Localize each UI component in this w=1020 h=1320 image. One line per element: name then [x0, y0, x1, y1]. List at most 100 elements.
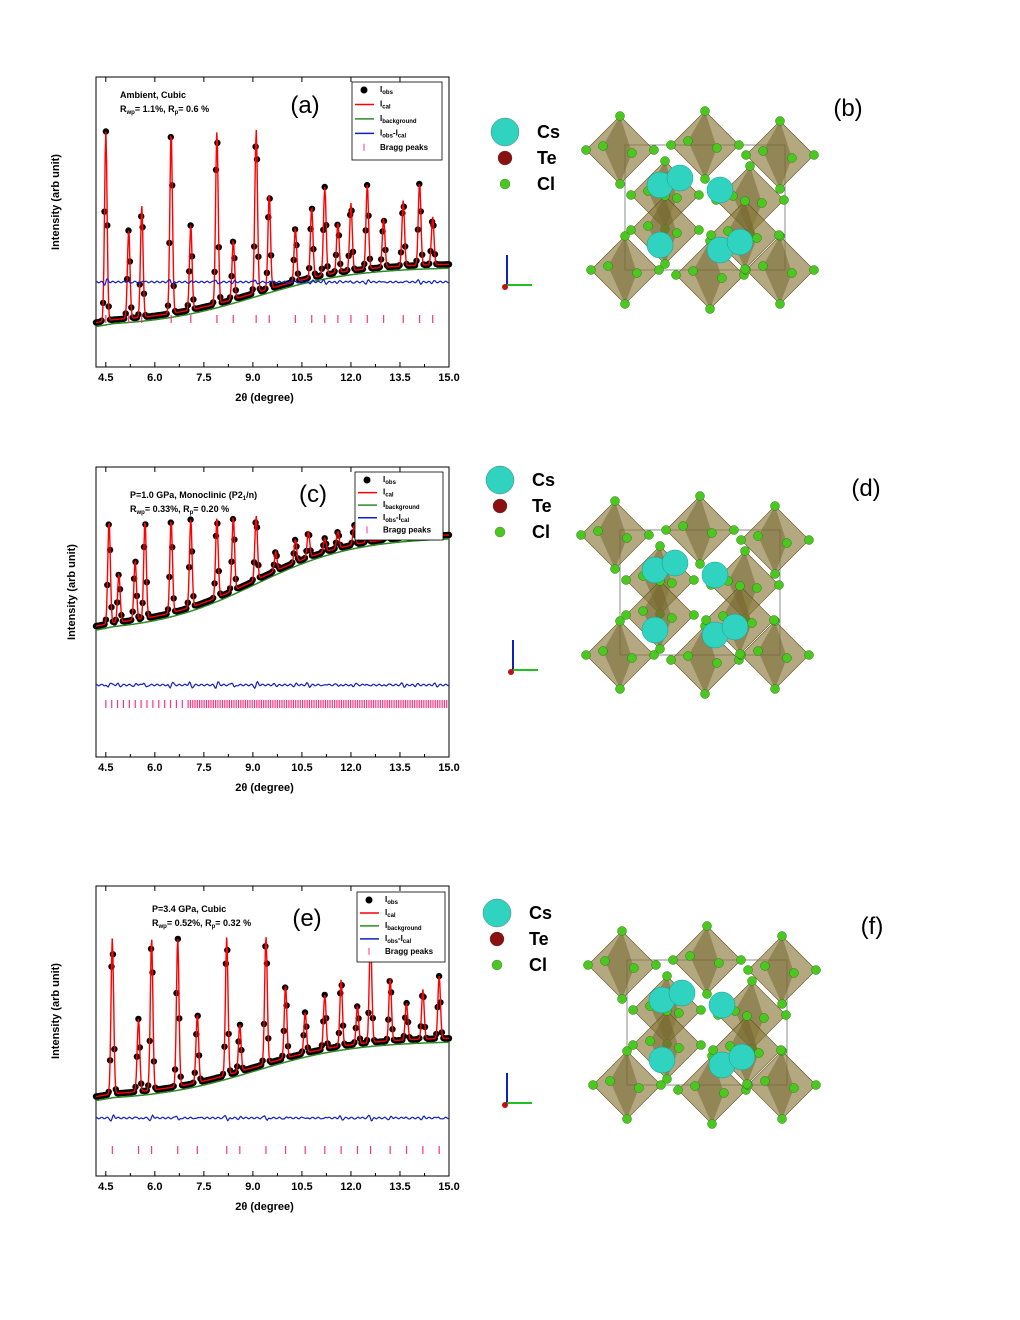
cs-atom [666, 164, 694, 192]
cl-atom [655, 644, 665, 654]
legend-I: I [385, 895, 387, 904]
atom-legend-label: Te [529, 929, 549, 949]
x-tick-label: 15.0 [438, 762, 459, 774]
legend-I: I [385, 934, 387, 943]
cl-atom [777, 1114, 787, 1124]
cl-atom [787, 153, 797, 163]
cl-atom [694, 190, 704, 200]
chart-panel-a: 4.5 6.0 7.5 9.0 10.5 12.0 13.5 15.0 2θ (degree) I… [50, 76, 532, 404]
octahedron-face [765, 936, 794, 1004]
cl-atom [729, 525, 739, 535]
cl-atom [615, 111, 625, 121]
cl-atom [742, 1011, 752, 1021]
cl-atom [753, 646, 763, 656]
legend-label: Iobs [383, 475, 397, 486]
cs-atom [706, 176, 734, 204]
legend-sub: cal [403, 939, 412, 945]
cl-atom [586, 265, 596, 275]
r-label: R [205, 918, 212, 928]
legend-label: Iobs-Ical [380, 128, 406, 139]
x-tick-label: 12.0 [340, 1181, 361, 1193]
legend-sub: background [385, 505, 420, 511]
cl-atom [707, 528, 717, 538]
r-label: R [130, 504, 137, 514]
cl-atom [743, 965, 753, 975]
octahedron-face [605, 931, 634, 999]
legend-sub: obs [382, 133, 393, 139]
cl-atom [628, 1040, 638, 1050]
x-tick-label: 7.5 [196, 762, 211, 774]
cl-atom [714, 958, 724, 968]
cl-atom [747, 976, 757, 986]
cl-atom [634, 1083, 644, 1093]
cl-atom [701, 615, 711, 625]
cl-atom [622, 533, 632, 543]
cl-atom [598, 646, 608, 656]
legend-label: Bragg peaks [383, 525, 432, 534]
atom-legend-label: Cs [537, 122, 560, 142]
cl-atom [774, 230, 784, 240]
difference-line [95, 680, 449, 690]
legend-obs-marker [363, 476, 371, 484]
cl-atom [760, 961, 770, 971]
cl-atom [700, 106, 710, 116]
cl-atom [643, 221, 653, 231]
octahedron-face [688, 111, 717, 179]
cl-atom [776, 1045, 786, 1055]
cs-atom [721, 613, 749, 641]
cl-atom [747, 618, 757, 628]
x-tick-label: 9.0 [245, 1181, 260, 1193]
legend-label: Iobs [380, 85, 394, 96]
cl-atom [660, 259, 670, 269]
legend-minus: -I [393, 128, 398, 137]
cl-atom [621, 575, 631, 585]
x-tick-label: 12.0 [340, 372, 361, 384]
cl-atom [736, 535, 746, 545]
cl-atom [735, 581, 745, 591]
cl-atom [740, 264, 750, 274]
cl-atom [708, 1045, 718, 1055]
legend-obs-marker [360, 86, 368, 94]
cl-atom [649, 145, 659, 155]
cl-atom [719, 1088, 729, 1098]
legend-sub: obs [385, 480, 396, 486]
difference-line [95, 1113, 449, 1122]
info-line-1: P=3.4 GPa, Cubic [152, 904, 226, 914]
x-axis-label: 2θ (degree) [235, 392, 294, 404]
cl-atom [666, 140, 676, 150]
cl-atom [707, 1119, 717, 1129]
cl-atom [702, 921, 712, 931]
cl-atom [600, 956, 610, 966]
cl-atom [777, 999, 787, 1009]
cs-atom [661, 549, 689, 577]
cl-atom [603, 261, 613, 271]
legend-box [356, 891, 446, 963]
cl-atom [757, 198, 767, 208]
octahedron-face [763, 121, 792, 189]
atom-legend-marker [482, 898, 512, 928]
legend-I: I [380, 99, 382, 108]
r-sub: p [175, 110, 179, 116]
cl-atom [660, 156, 670, 166]
cl-atom [674, 1043, 684, 1053]
octahedron-face [758, 621, 787, 689]
cs-atom [648, 1046, 676, 1074]
x-tick-label: 13.5 [389, 762, 410, 774]
atom-legend-label: Te [537, 148, 557, 168]
r-sub: p [190, 510, 194, 516]
cl-atom [649, 650, 659, 660]
cl-atom [735, 649, 745, 659]
legend-sub: obs [382, 90, 393, 96]
cl-atom [770, 569, 780, 579]
cl-atom [740, 196, 750, 206]
cl-atom [734, 140, 744, 150]
info-sub: 1 [243, 496, 247, 502]
cl-atom [775, 299, 785, 309]
legend-I: I [385, 908, 387, 917]
cl-atom [758, 261, 768, 271]
x-axis-label: 2θ (degree) [235, 1201, 294, 1213]
cl-atom [688, 266, 698, 276]
legend-obs-marker [365, 896, 373, 904]
info-line-2: Rwp= 0.52%, Rp= 0.32 % [152, 918, 251, 930]
atom-legend-marker [497, 150, 513, 166]
